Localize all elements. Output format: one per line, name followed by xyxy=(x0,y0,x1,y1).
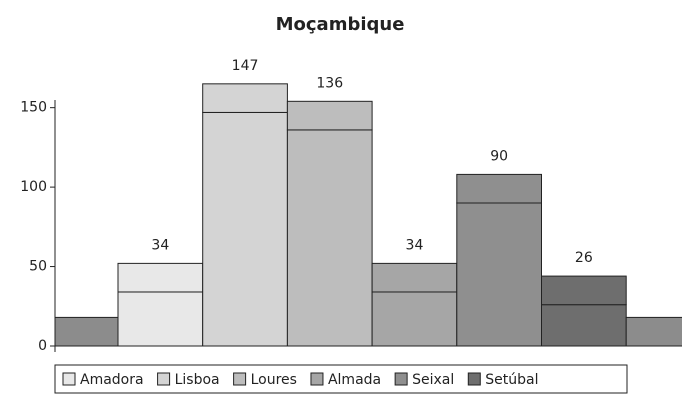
data-label: 136 xyxy=(316,75,343,91)
legend-swatch xyxy=(394,372,408,386)
legend-swatch xyxy=(467,372,481,386)
legend-label: Almada xyxy=(328,372,381,388)
legend-swatch xyxy=(157,372,171,386)
data-label: 34 xyxy=(406,237,424,253)
legend-swatch xyxy=(62,372,76,386)
data-label: 147 xyxy=(232,58,259,74)
y-tick-label: 50 xyxy=(29,259,47,275)
data-label: 34 xyxy=(151,237,169,253)
legend-label: Lisboa xyxy=(175,372,220,388)
chart-title: Moçambique xyxy=(276,14,405,35)
y-tick-label: 0 xyxy=(38,338,47,354)
legend-label: Setúbal xyxy=(485,372,538,388)
legend-box xyxy=(54,364,628,394)
legend-swatch xyxy=(310,372,324,386)
bar-segment xyxy=(541,304,627,347)
bar-segment xyxy=(286,129,373,347)
bar-segment xyxy=(371,262,458,293)
bar-segment xyxy=(117,262,204,293)
y-tick-label: 100 xyxy=(20,179,47,195)
bar-segment xyxy=(202,83,288,113)
bar-segment xyxy=(456,173,542,204)
legend-label: Amadora xyxy=(80,372,144,388)
y-tick-label: 150 xyxy=(20,100,47,116)
legend-swatch xyxy=(233,372,247,386)
bar-segment xyxy=(371,291,458,347)
bar-segment xyxy=(202,111,288,347)
bar-segment xyxy=(625,316,682,347)
bar-segment xyxy=(456,202,542,347)
plot-area xyxy=(55,83,682,347)
bar-segment xyxy=(117,291,204,347)
data-label: 26 xyxy=(575,250,593,266)
data-label: 90 xyxy=(490,148,508,164)
bar-segment xyxy=(286,100,373,131)
legend-label: Seixal xyxy=(412,372,454,388)
bar-segment xyxy=(541,275,627,306)
legend-label: Loures xyxy=(251,372,297,388)
